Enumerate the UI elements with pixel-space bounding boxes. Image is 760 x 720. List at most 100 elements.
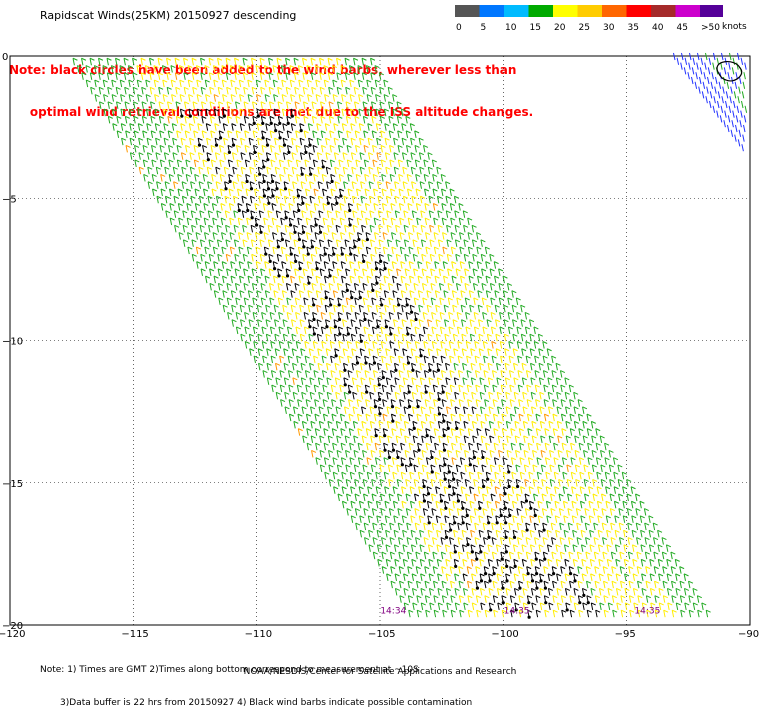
contamination-dot — [443, 434, 446, 437]
contamination-dot — [504, 536, 507, 539]
contamination-dot — [271, 194, 274, 197]
contamination-dot — [294, 260, 297, 263]
contamination-dot — [394, 369, 397, 372]
contamination-dot — [438, 412, 441, 415]
contamination-dot — [278, 122, 281, 125]
contamination-dot — [414, 318, 417, 321]
contamination-dot — [257, 114, 260, 117]
contamination-dot — [442, 390, 445, 393]
contamination-dot — [428, 369, 431, 372]
contamination-dot — [284, 187, 287, 190]
contamination-dot — [373, 361, 376, 364]
contamination-dot — [251, 216, 254, 219]
contamination-dot — [423, 499, 426, 502]
contamination-dot — [313, 332, 316, 335]
contamination-dot — [302, 231, 305, 234]
contamination-dot — [228, 180, 231, 183]
contamination-dot — [397, 303, 400, 306]
contamination-dot — [500, 514, 503, 517]
contamination-dot — [378, 383, 381, 386]
contamination-dot — [198, 144, 201, 147]
contamination-dot — [264, 252, 267, 255]
wind-barb-map: −120−115−110−105−100−95−900−5−10−15−2014… — [0, 0, 760, 688]
contamination-dot — [311, 245, 314, 248]
contamination-dot — [263, 194, 266, 197]
contamination-dot — [266, 158, 269, 161]
contamination-dot — [357, 238, 360, 241]
contamination-dot — [339, 194, 342, 197]
contamination-dot — [455, 427, 458, 430]
contamination-dot — [525, 528, 528, 531]
contamination-dot — [348, 223, 351, 226]
contamination-dot — [388, 456, 391, 459]
contamination-dot — [273, 267, 276, 270]
contamination-dot — [534, 514, 537, 517]
contamination-dot — [319, 231, 322, 234]
contamination-dot — [425, 390, 428, 393]
contamination-dot — [314, 223, 317, 226]
contamination-dot — [437, 369, 440, 372]
contamination-dot — [312, 303, 315, 306]
contamination-dot — [401, 463, 404, 466]
contamination-dot — [293, 231, 296, 234]
contamination-dot — [325, 296, 328, 299]
contamination-dot — [219, 136, 222, 139]
contamination-dot — [453, 521, 456, 524]
contamination-dot — [525, 499, 528, 502]
contamination-dot — [322, 165, 325, 168]
contamination-dot — [285, 216, 288, 219]
contamination-dot — [291, 114, 294, 117]
contamination-dot — [406, 332, 409, 335]
contamination-dot — [419, 354, 422, 357]
contamination-dot — [442, 420, 445, 423]
contamination-dot — [349, 252, 352, 255]
contamination-dot — [487, 536, 490, 539]
contamination-dot — [269, 260, 272, 263]
contamination-dot — [286, 274, 289, 277]
contamination-dot — [389, 332, 392, 335]
contamination-dot — [301, 173, 304, 176]
contamination-dot — [245, 180, 248, 183]
contamination-dot — [487, 521, 490, 524]
contamination-dot — [447, 427, 450, 430]
wind-barbs — [73, 53, 747, 619]
contamination-dot — [344, 383, 347, 386]
contamination-dot — [359, 296, 362, 299]
contamination-dot — [486, 478, 489, 481]
contamination-dot — [406, 303, 409, 306]
contamination-dot — [422, 485, 425, 488]
contamination-dot — [542, 528, 545, 531]
contamination-dot — [328, 274, 331, 277]
contamination-dot — [250, 187, 253, 190]
contamination-dot — [238, 209, 241, 212]
contamination-dot — [224, 187, 227, 190]
contamination-dot — [307, 282, 310, 285]
contamination-dot — [277, 274, 280, 277]
contamination-dot — [267, 202, 270, 205]
contamination-dot — [504, 521, 507, 524]
contamination-dot — [261, 136, 264, 139]
contamination-dot — [449, 528, 452, 531]
contamination-dot — [315, 267, 318, 270]
contamination-dot — [407, 361, 410, 364]
contamination-dot — [329, 303, 332, 306]
contamination-dot — [391, 420, 394, 423]
contamination-dot — [283, 144, 286, 147]
contamination-dot — [385, 325, 388, 328]
contamination-dot — [513, 536, 516, 539]
contamination-dot — [360, 340, 363, 343]
contamination-dot — [325, 325, 328, 328]
contamination-dot — [350, 296, 353, 299]
contamination-dot — [277, 245, 280, 248]
contamination-dot — [302, 245, 305, 248]
contamination-dot — [382, 376, 385, 379]
contamination-dot — [232, 144, 235, 147]
contamination-dot — [366, 238, 369, 241]
contamination-dot — [427, 492, 430, 495]
contamination-dot — [440, 499, 443, 502]
contamination-dot — [482, 485, 485, 488]
contamination-dot — [262, 180, 265, 183]
contamination-dot — [428, 521, 431, 524]
contamination-dot — [207, 158, 210, 161]
contamination-dot — [307, 252, 310, 255]
